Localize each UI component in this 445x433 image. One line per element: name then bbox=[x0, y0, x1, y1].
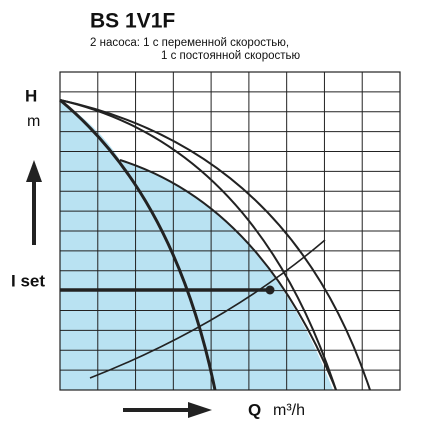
grid bbox=[60, 72, 400, 390]
arrow-head bbox=[26, 160, 42, 182]
operating-area bbox=[60, 100, 333, 390]
max-curve bbox=[59, 99, 371, 391]
setpoint-label: I set bbox=[11, 271, 45, 290]
operating-point bbox=[265, 285, 275, 295]
min-speed-curve bbox=[59, 98, 217, 391]
title: BS 1V1F bbox=[90, 10, 175, 33]
plot-frame bbox=[59, 71, 401, 391]
subtitle-line: 1 с постоянной скоростью bbox=[161, 50, 300, 62]
subtitle-line: 2 насоса: 1 с переменной скоростью, bbox=[90, 37, 289, 49]
curve bbox=[59, 99, 337, 391]
y-axis-label: H bbox=[25, 86, 37, 105]
x-axis-unit: m³/h bbox=[273, 402, 305, 419]
curve bbox=[119, 159, 337, 391]
x-axis-label: Q bbox=[248, 400, 261, 419]
arrow-head bbox=[188, 402, 212, 418]
system-curve bbox=[89, 239, 326, 379]
y-axis-unit: m bbox=[27, 113, 40, 130]
